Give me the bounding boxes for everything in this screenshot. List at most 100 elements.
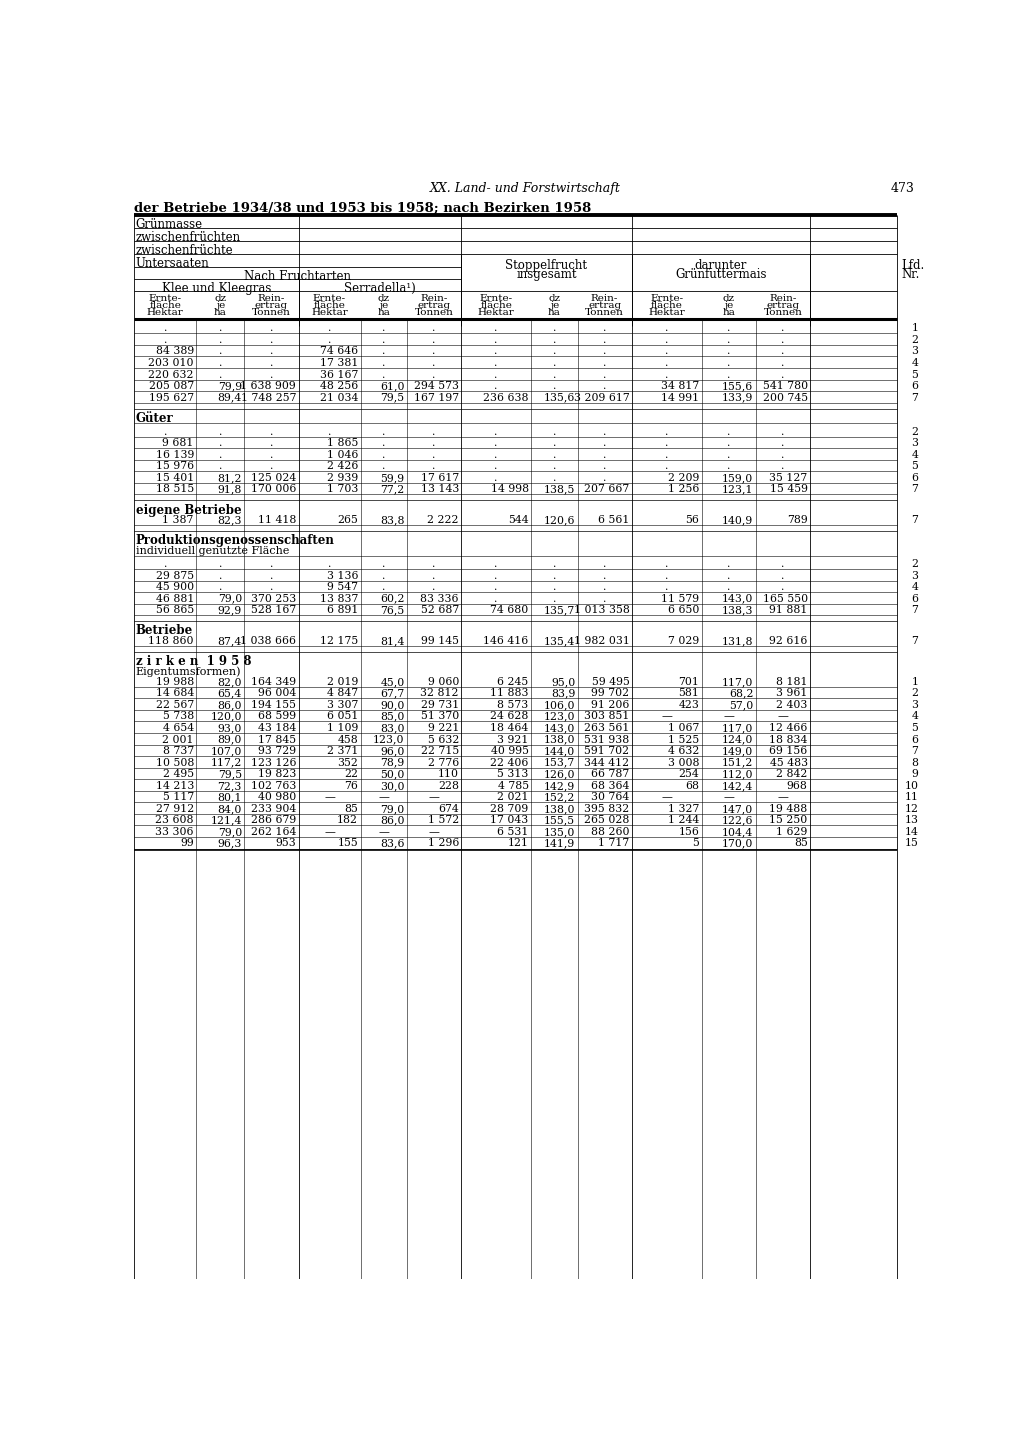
Text: 3 136: 3 136 xyxy=(327,570,358,581)
Text: 79,0: 79,0 xyxy=(381,803,404,813)
Text: .: . xyxy=(603,358,606,368)
Text: .: . xyxy=(781,438,784,448)
Text: 135,7: 135,7 xyxy=(544,605,575,615)
Text: .: . xyxy=(164,427,167,437)
Text: 203 010: 203 010 xyxy=(148,358,194,368)
Text: .: . xyxy=(727,427,730,437)
Text: .: . xyxy=(382,323,385,333)
Text: 1 572: 1 572 xyxy=(428,815,459,825)
Text: 9 221: 9 221 xyxy=(428,723,459,733)
Text: 1 865: 1 865 xyxy=(327,438,358,448)
Text: Hektar: Hektar xyxy=(648,308,685,318)
Text: 143,0: 143,0 xyxy=(722,593,754,604)
Text: 591 702: 591 702 xyxy=(585,746,630,756)
Text: —: — xyxy=(378,826,389,836)
Text: .: . xyxy=(432,438,436,448)
Text: .: . xyxy=(218,427,222,437)
Text: der Betriebe 1934/38 und 1953 bis 1958; nach Bezirken 1958: der Betriebe 1934/38 und 1953 bis 1958; … xyxy=(134,201,592,214)
Text: .: . xyxy=(781,358,784,368)
Text: .: . xyxy=(218,570,222,581)
Text: 12 466: 12 466 xyxy=(769,723,808,733)
Text: 143,0: 143,0 xyxy=(544,723,575,733)
Text: 1 046: 1 046 xyxy=(327,450,358,460)
Text: .: . xyxy=(328,323,331,333)
Text: 76,5: 76,5 xyxy=(381,605,404,615)
Text: ha: ha xyxy=(548,308,561,318)
Text: 45,0: 45,0 xyxy=(381,677,404,687)
Text: 4: 4 xyxy=(911,582,919,592)
Text: 123,0: 123,0 xyxy=(373,734,404,744)
Text: .: . xyxy=(727,335,730,345)
Text: 164 349: 164 349 xyxy=(251,677,296,687)
Text: 12 175: 12 175 xyxy=(319,637,358,647)
Text: .: . xyxy=(495,335,498,345)
Text: —: — xyxy=(324,792,335,802)
Text: dz: dz xyxy=(723,295,734,303)
Text: Eigentumsformen): Eigentumsformen) xyxy=(136,667,242,677)
Text: Serradella¹): Serradella¹) xyxy=(344,282,416,295)
Text: 125 024: 125 024 xyxy=(251,473,296,483)
Text: .: . xyxy=(727,450,730,460)
Text: 65,4: 65,4 xyxy=(218,688,242,698)
Text: 45 483: 45 483 xyxy=(770,757,808,767)
Text: 3 209 617: 3 209 617 xyxy=(573,392,630,402)
Text: 40 980: 40 980 xyxy=(258,792,296,802)
Text: 76: 76 xyxy=(344,780,358,790)
Text: .: . xyxy=(382,559,385,569)
Text: 6 561: 6 561 xyxy=(598,514,630,525)
Text: 3: 3 xyxy=(911,700,919,710)
Text: 79,0: 79,0 xyxy=(218,826,242,836)
Text: 207 667: 207 667 xyxy=(584,484,630,494)
Text: .: . xyxy=(495,461,498,471)
Text: 121,4: 121,4 xyxy=(211,815,242,825)
Text: 1 013 358: 1 013 358 xyxy=(573,605,630,615)
Text: .: . xyxy=(781,582,784,592)
Text: 6 245: 6 245 xyxy=(498,677,528,687)
Text: 138,5: 138,5 xyxy=(544,484,575,494)
Text: 135,4: 135,4 xyxy=(544,637,575,647)
Text: 14 213: 14 213 xyxy=(156,780,194,790)
Text: .: . xyxy=(269,559,273,569)
Text: .: . xyxy=(269,450,273,460)
Text: 2 426: 2 426 xyxy=(327,461,358,471)
Text: 2: 2 xyxy=(911,427,919,437)
Text: 104,4: 104,4 xyxy=(722,826,754,836)
Text: Hektar: Hektar xyxy=(311,308,348,318)
Text: ha: ha xyxy=(722,308,735,318)
Text: 40 995: 40 995 xyxy=(490,746,528,756)
Text: Tonnen: Tonnen xyxy=(252,308,291,318)
Text: 32 812: 32 812 xyxy=(421,688,459,698)
Text: .: . xyxy=(495,473,498,483)
Text: .: . xyxy=(603,461,606,471)
Text: 7: 7 xyxy=(911,484,919,494)
Text: 2 019: 2 019 xyxy=(327,677,358,687)
Text: 15 401: 15 401 xyxy=(156,473,194,483)
Text: 195 627: 195 627 xyxy=(148,392,194,402)
Text: 7: 7 xyxy=(911,746,919,756)
Text: 7: 7 xyxy=(911,605,919,615)
Text: 13 143: 13 143 xyxy=(421,484,459,494)
Text: .: . xyxy=(269,461,273,471)
Text: 17 381: 17 381 xyxy=(319,358,358,368)
Text: 228: 228 xyxy=(438,780,459,790)
Text: 303 851: 303 851 xyxy=(584,711,630,721)
Text: .: . xyxy=(269,427,273,437)
Text: 4 654: 4 654 xyxy=(163,723,194,733)
Text: 3: 3 xyxy=(911,346,919,356)
Text: Tonnen: Tonnen xyxy=(764,308,803,318)
Text: 5: 5 xyxy=(692,839,699,848)
Text: 18 834: 18 834 xyxy=(769,734,808,744)
Text: 89,0: 89,0 xyxy=(217,734,242,744)
Text: .: . xyxy=(382,582,385,592)
Text: 5 117: 5 117 xyxy=(163,792,194,802)
Text: 2 222: 2 222 xyxy=(427,514,459,525)
Text: 138,0: 138,0 xyxy=(544,734,575,744)
Text: 17 845: 17 845 xyxy=(258,734,296,744)
Text: .: . xyxy=(727,438,730,448)
Text: 90,0: 90,0 xyxy=(380,700,404,710)
Text: 4: 4 xyxy=(911,358,919,368)
Text: ertrag: ertrag xyxy=(766,300,800,310)
Text: 5: 5 xyxy=(911,369,919,379)
Text: 167 197: 167 197 xyxy=(414,392,459,402)
Text: 2: 2 xyxy=(911,335,919,345)
